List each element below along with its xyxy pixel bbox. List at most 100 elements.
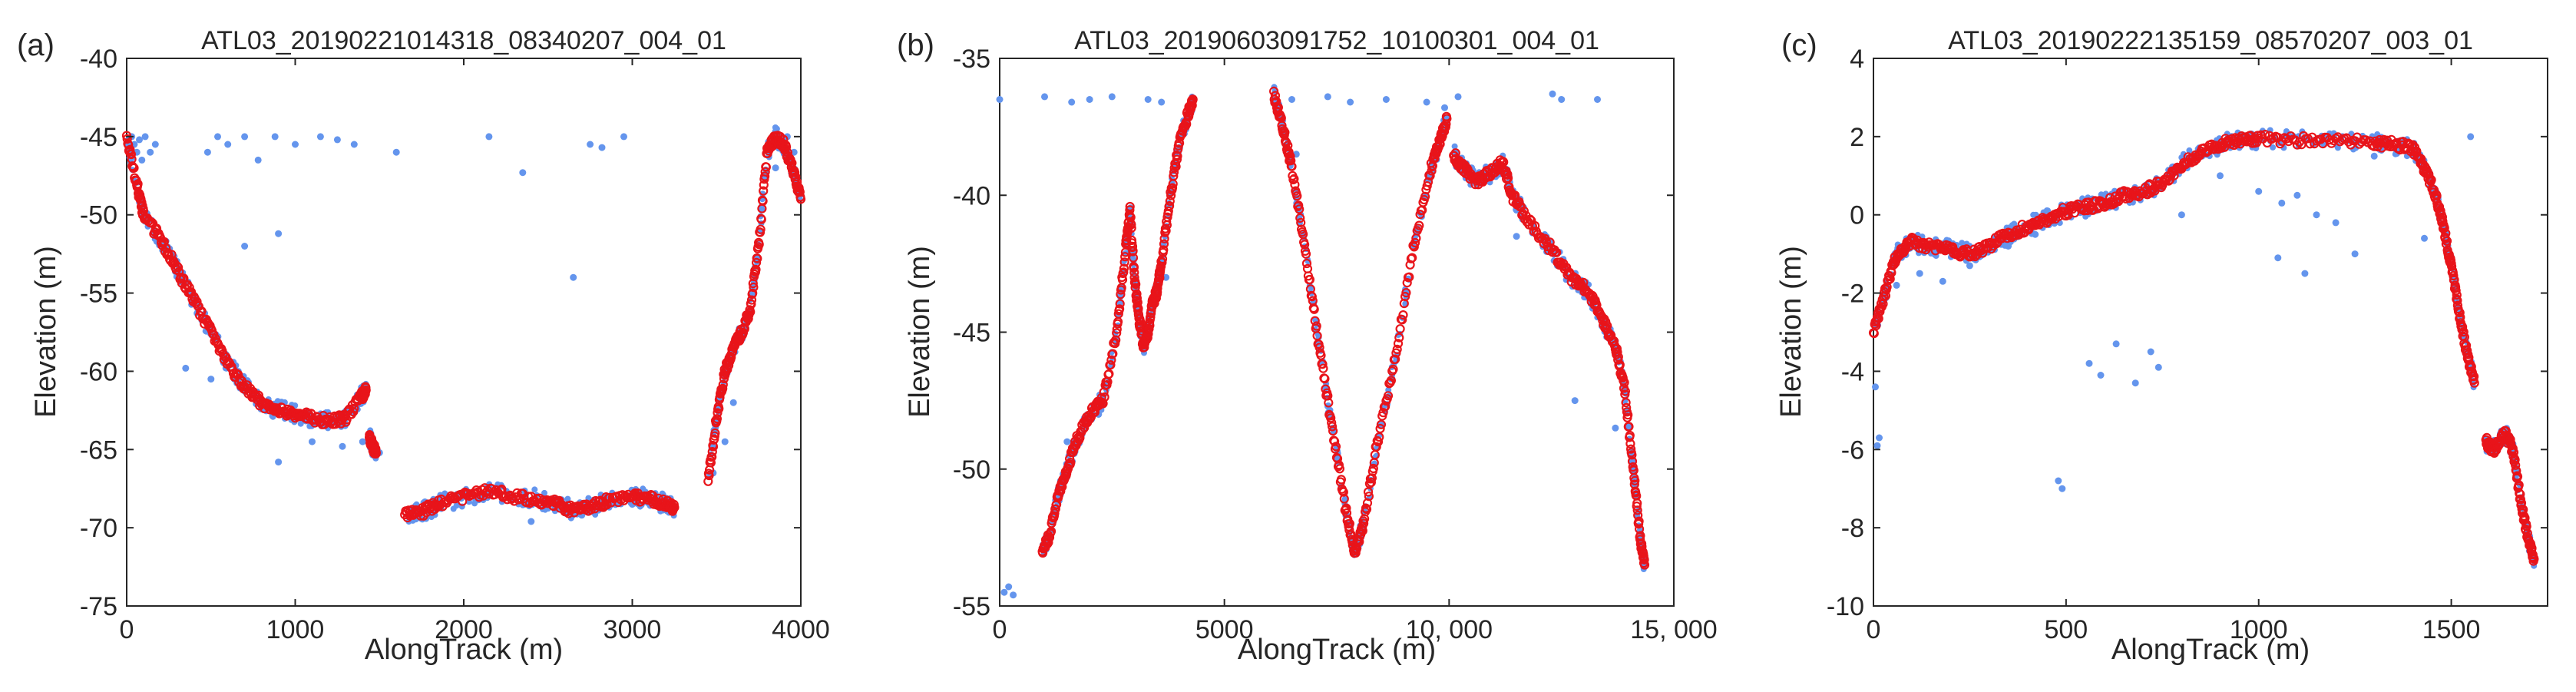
photon-point (1000, 589, 1007, 596)
photon-point (2155, 364, 2162, 371)
ticks-layer: 0 500 1000 1500-10-8-6-4-2024 (1827, 45, 2548, 644)
y-tick-label: -45 (80, 123, 117, 152)
photon-point (2132, 379, 2139, 386)
photon-point (351, 141, 358, 148)
x-tick-label: 1000 (266, 615, 325, 644)
panel-label: (a) (17, 28, 55, 62)
panel-b: (b) ATL03_20190603091752_10100301_004_01… (897, 26, 1718, 666)
photon-point (2352, 250, 2359, 257)
ticks-layer: 0 5000 10, 000 15, 000-55-50-45-40-35 (953, 45, 1718, 644)
photon-point (2274, 254, 2281, 261)
photon-point (730, 399, 737, 406)
chart-title: ATL03_20190603091752_10100301_004_01 (1074, 26, 1599, 55)
plot-frame (1000, 58, 1674, 606)
photon-point (2255, 188, 2262, 195)
photon-point (292, 141, 299, 148)
photon-point (485, 133, 492, 140)
photon-point (1876, 435, 1883, 442)
y-tick-label: 2 (1850, 123, 1864, 152)
photon-point (527, 518, 534, 525)
y-tick-label: -60 (80, 357, 117, 386)
photon-point (1347, 99, 1354, 106)
photon-point (1010, 591, 1017, 598)
photon-point (136, 136, 143, 143)
y-tick-label: -75 (80, 592, 117, 621)
x-tick-label: 4000 (772, 615, 830, 644)
photon-point (2086, 360, 2093, 367)
y-tick-label: -45 (953, 319, 990, 348)
photon-point (1893, 282, 1900, 289)
photon-point (339, 443, 346, 450)
y-tick-label: -8 (1841, 514, 1864, 543)
x-axis-label: AlongTrack (m) (2111, 634, 2310, 666)
photon-point (1109, 93, 1116, 100)
marks-layer (123, 124, 805, 525)
photon-point (1383, 96, 1390, 103)
photon-point (2178, 211, 2185, 218)
marks-layer (1870, 127, 2538, 569)
photon-point (2333, 219, 2340, 226)
x-axis-label: AlongTrack (m) (1238, 634, 1436, 666)
photon-point (2005, 243, 2012, 250)
photon-point (1549, 91, 1556, 98)
photon-point (722, 439, 729, 445)
photon-point (2058, 485, 2065, 492)
y-axis-label: Elevation (m) (30, 246, 62, 418)
panel-label: (c) (1781, 28, 1817, 62)
y-tick-label: -2 (1841, 280, 1864, 309)
x-tick-label: 3000 (603, 615, 662, 644)
photon-point (2278, 200, 2285, 207)
photon-point (317, 133, 324, 140)
chart-title: ATL03_20190221014318_08340207_004_01 (201, 26, 726, 55)
panel-a: (a) ATL03_20190221014318_08340207_004_01… (17, 26, 830, 666)
photon-point (2371, 153, 2378, 160)
y-tick-label: -55 (80, 280, 117, 309)
photon-point (138, 157, 145, 164)
photon-point (599, 144, 606, 151)
photon-point (1424, 99, 1430, 106)
photon-point (2098, 372, 2105, 379)
photon-point (1041, 93, 1048, 100)
photon-point (1068, 99, 1075, 106)
photon-point (241, 243, 248, 250)
marks-layer (997, 84, 1649, 598)
photon-point (1086, 96, 1093, 103)
y-tick-label: -50 (953, 455, 990, 485)
photon-point (1966, 262, 1973, 269)
y-tick-label: -70 (80, 514, 117, 543)
photon-point (1005, 584, 1012, 591)
x-axis-label: AlongTrack (m) (365, 634, 563, 666)
photon-point (1572, 397, 1579, 404)
photon-point (1288, 96, 1295, 103)
x-tick-label: 500 (2044, 615, 2088, 644)
photon-point (142, 133, 149, 140)
photon-point (204, 149, 211, 156)
photon-point (1874, 442, 1881, 449)
y-tick-label: -40 (80, 45, 117, 74)
x-tick-label: 0 (993, 615, 1007, 644)
photon-point (2421, 235, 2428, 242)
y-tick-label: -40 (953, 181, 990, 210)
photon-point (1594, 96, 1601, 103)
panel-c: (c) ATL03_20190222135159_08570207_003_01… (1775, 26, 2548, 666)
photon-point (393, 149, 400, 156)
photon-point (1158, 99, 1165, 106)
photon-point (241, 133, 248, 140)
photon-point (620, 133, 627, 140)
photon-point (275, 230, 282, 237)
photon-point (1872, 383, 1879, 390)
photon-point (2032, 231, 2039, 238)
y-tick-label: -65 (80, 435, 117, 465)
photon-point (1441, 104, 1448, 111)
photon-point (2467, 133, 2474, 140)
y-tick-label: -50 (80, 201, 117, 230)
chart-title: ATL03_20190222135159_08570207_003_01 (1948, 26, 2473, 55)
photon-point (587, 141, 594, 148)
photon-point (1145, 96, 1152, 103)
photon-point (2301, 270, 2308, 277)
photon-point (272, 133, 279, 140)
photon-point (2055, 478, 2062, 485)
photon-point (2293, 192, 2300, 199)
photon-point (359, 439, 366, 445)
y-axis-label: Elevation (m) (1775, 246, 1807, 418)
